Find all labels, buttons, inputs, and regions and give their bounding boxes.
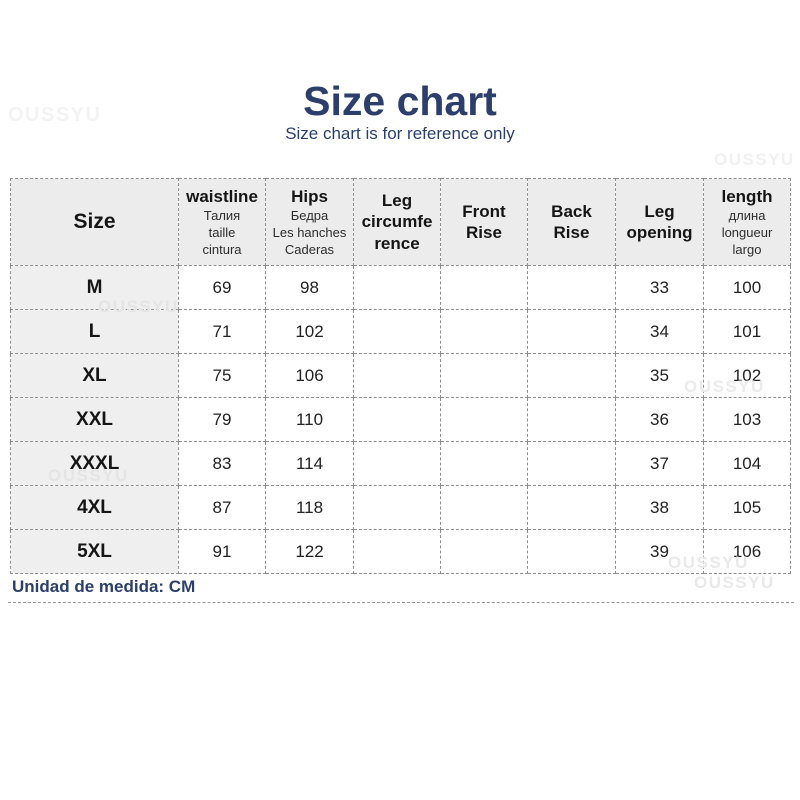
column-header-leg-opening: Leg opening	[615, 178, 704, 266]
column-header-hips: Hips Бедра Les hanches Caderas	[265, 178, 354, 266]
value-cell	[527, 353, 616, 398]
watermark: OUSSYU	[694, 573, 775, 592]
value-cell: 102	[703, 353, 791, 398]
column-header-label: Back Rise	[551, 201, 592, 242]
value-cell: 35	[615, 353, 704, 398]
value-cell: 114	[265, 441, 354, 486]
column-header-translations: Талия taille cintura	[202, 207, 242, 257]
table-row-5xl: 5XL 91 122 39 106	[10, 529, 791, 574]
column-header-label: Leg circumfe rence	[361, 191, 433, 253]
value-cell	[353, 485, 441, 530]
value-cell	[440, 265, 528, 310]
value-cell: 103	[703, 397, 791, 442]
size-cell: M	[10, 265, 179, 310]
watermark: OUSSYU	[714, 150, 795, 169]
size-cell: 4XL	[10, 485, 179, 530]
value-cell: 102	[265, 309, 354, 354]
bottom-divider	[8, 602, 794, 603]
page-title: Size chart	[303, 78, 497, 124]
value-cell	[527, 309, 616, 354]
value-cell: 75	[178, 353, 266, 398]
value-cell: 98	[265, 265, 354, 310]
value-cell: 110	[265, 397, 354, 442]
value-cell: 37	[615, 441, 704, 486]
column-header-back-rise: Back Rise	[527, 178, 616, 266]
table-row-xl: XL 75 106 35 102	[10, 353, 791, 398]
value-cell	[440, 485, 528, 530]
value-cell: 33	[615, 265, 704, 310]
table-row-4xl: 4XL 87 118 38 105	[10, 485, 791, 530]
column-header-translations: Бедра Les hanches Caderas	[272, 207, 347, 257]
value-cell	[527, 441, 616, 486]
value-cell	[440, 441, 528, 486]
value-cell	[353, 397, 441, 442]
value-cell	[353, 353, 441, 398]
value-cell: 91	[178, 529, 266, 574]
column-header-front-rise: Front Rise	[440, 178, 528, 266]
value-cell: 118	[265, 485, 354, 530]
value-cell: 122	[265, 529, 354, 574]
value-cell	[527, 397, 616, 442]
value-cell: 34	[615, 309, 704, 354]
value-cell	[527, 529, 616, 574]
value-cell: 104	[703, 441, 791, 486]
value-cell: 39	[615, 529, 704, 574]
column-header-label: Hips	[291, 186, 328, 206]
table-row-l: L 71 102 34 101	[10, 309, 791, 354]
column-header-waistline: waistline Талия taille cintura	[178, 178, 266, 266]
column-header-label: Front Rise	[462, 201, 506, 242]
value-cell: 106	[703, 529, 791, 574]
unit-note: Unidad de medida: CM	[12, 577, 196, 596]
page-subtitle: Size chart is for reference only	[285, 124, 515, 143]
value-cell	[440, 397, 528, 442]
value-cell	[353, 265, 441, 310]
value-cell: 105	[703, 485, 791, 530]
header-row: Size waistline Талия taille cintura Hips…	[10, 178, 791, 266]
value-cell: 36	[615, 397, 704, 442]
value-cell: 87	[178, 485, 266, 530]
size-chart-table: Size waistline Талия taille cintura Hips…	[10, 178, 791, 574]
size-cell: 5XL	[10, 529, 179, 574]
column-header-label: length	[721, 186, 773, 206]
value-cell	[527, 485, 616, 530]
table-row-xxxl: XXXL 83 114 37 104	[10, 441, 791, 486]
column-header-label: waistline	[186, 186, 258, 206]
size-cell: L	[10, 309, 179, 354]
column-header-size: Size	[10, 178, 179, 266]
value-cell	[353, 529, 441, 574]
value-cell	[440, 353, 528, 398]
value-cell: 38	[615, 485, 704, 530]
column-header-label: Leg opening	[626, 201, 693, 242]
value-cell	[527, 265, 616, 310]
value-cell: 69	[178, 265, 266, 310]
table-row-xxl: XXL 79 110 36 103	[10, 397, 791, 442]
value-cell: 71	[178, 309, 266, 354]
value-cell: 106	[265, 353, 354, 398]
table-row-m: M 69 98 33 100	[10, 265, 791, 310]
value-cell: 101	[703, 309, 791, 354]
value-cell	[353, 309, 441, 354]
value-cell: 79	[178, 397, 266, 442]
value-cell	[440, 529, 528, 574]
value-cell: 83	[178, 441, 266, 486]
value-cell	[440, 309, 528, 354]
size-cell: XL	[10, 353, 179, 398]
size-cell: XXL	[10, 397, 179, 442]
value-cell	[353, 441, 441, 486]
column-header-label: Size	[73, 209, 116, 233]
column-header-leg-circumference: Leg circumfe rence	[353, 178, 441, 266]
column-header-length: length длина longueur largo	[703, 178, 791, 266]
size-cell: XXXL	[10, 441, 179, 486]
value-cell: 100	[703, 265, 791, 310]
column-header-translations: длина longueur largo	[721, 207, 773, 257]
